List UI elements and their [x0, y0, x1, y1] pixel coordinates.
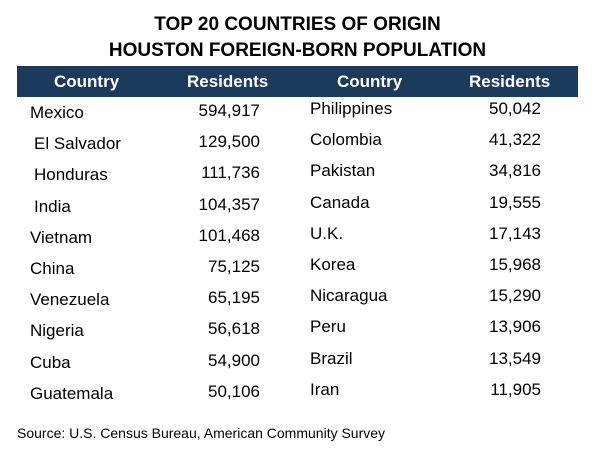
right-residents-cell: 11,905 — [490, 380, 541, 399]
title-line-2: HOUSTON FOREIGN-BORN POPULATION — [108, 40, 487, 61]
right-country-cell: Pakistan — [310, 161, 376, 180]
left-country-cell: Cuba — [30, 353, 71, 372]
right-residents-cell: 19,555 — [489, 193, 541, 212]
right-country-cell: Nicaragua — [310, 286, 388, 305]
left-country-cell: Honduras — [34, 165, 108, 184]
source-note: Source: U.S. Census Bureau, American Com… — [17, 425, 386, 441]
right-country-cell: Iran — [310, 380, 340, 399]
right-residents-cell: 50,042 — [489, 99, 541, 118]
header-country-right: Country — [337, 72, 403, 91]
table-header: Country Residents Country Residents — [17, 66, 578, 97]
right-country-cell: U.K. — [310, 224, 344, 243]
header-residents-right: Residents — [469, 72, 551, 91]
left-residents-cell: 101,468 — [198, 226, 260, 245]
right-residents-cell: 15,968 — [489, 255, 541, 274]
left-country-cell: China — [30, 259, 75, 278]
right-residents-cell: 41,322 — [489, 130, 541, 149]
right-country-cell: Brazil — [310, 349, 353, 368]
left-residents-cell: 111,736 — [201, 163, 260, 182]
left-residents-cell: 75,125 — [208, 257, 260, 276]
right-residents-cell: 17,143 — [489, 224, 541, 243]
left-residents-cell: 594,917 — [198, 101, 260, 120]
right-country-cell: Canada — [310, 193, 370, 212]
right-country-cell: Korea — [310, 255, 356, 274]
left-country-cell: Mexico — [30, 103, 84, 122]
right-residents-cell: 15,290 — [489, 286, 541, 305]
header-residents-left: Residents — [187, 72, 269, 91]
title-line-1: TOP 20 COUNTRIES OF ORIGIN — [154, 14, 441, 35]
left-residents-cell: 65,195 — [208, 288, 260, 307]
right-country-cell: Colombia — [310, 130, 382, 149]
left-country-cell: El Salvador — [34, 134, 121, 153]
left-country-cell: Guatemala — [30, 384, 114, 403]
left-residents-cell: 56,618 — [208, 319, 260, 338]
table-title: TOP 20 COUNTRIES OF ORIGIN HOUSTON FOREI… — [0, 12, 595, 64]
left-country-cell: Nigeria — [30, 321, 84, 340]
left-country-cell: India — [34, 197, 71, 216]
header-country-left: Country — [54, 72, 120, 91]
right-residents-cell: 13,906 — [489, 317, 541, 336]
left-country-cell: Vietnam — [30, 228, 93, 247]
right-residents-cell: 34,816 — [489, 161, 541, 180]
right-residents-cell: 13,549 — [489, 349, 541, 368]
left-residents-cell: 104,357 — [198, 195, 260, 214]
right-country-cell: Peru — [310, 317, 346, 336]
left-residents-cell: 50,106 — [208, 382, 260, 401]
left-residents-cell: 54,900 — [208, 351, 260, 370]
right-country-cell: Philippines — [310, 99, 393, 118]
left-country-cell: Venezuela — [30, 290, 110, 309]
left-residents-cell: 129,500 — [198, 132, 260, 151]
